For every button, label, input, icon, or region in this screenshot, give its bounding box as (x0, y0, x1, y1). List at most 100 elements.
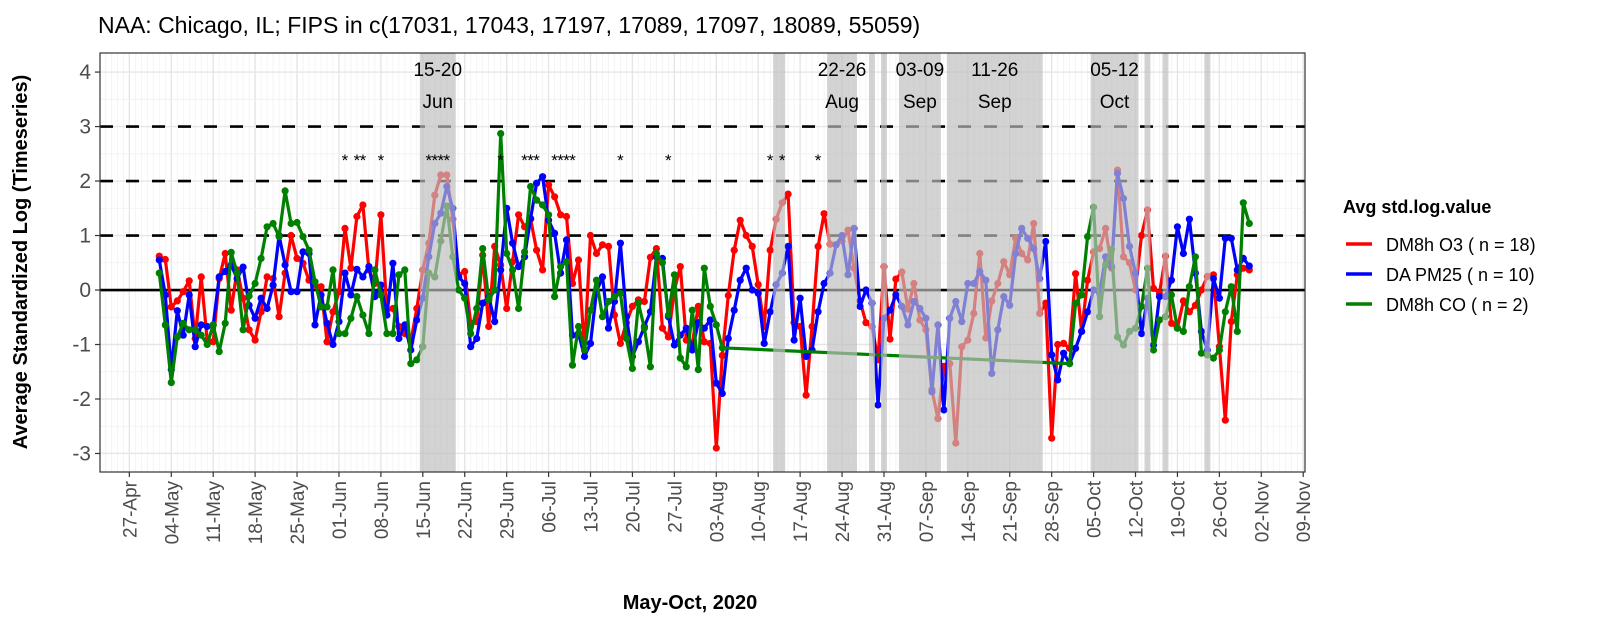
data-point (287, 231, 295, 240)
data-point (257, 308, 265, 316)
data-point (682, 363, 690, 371)
data-point (1078, 291, 1086, 299)
asterisk-annotations: * * * * * * * * * * * * * * * * * * * * * (342, 151, 822, 170)
data-point (730, 306, 738, 314)
data-point (341, 224, 349, 232)
data-point (766, 308, 774, 316)
data-point (604, 242, 613, 250)
x-tick-label: 17-Aug (791, 481, 812, 542)
data-point (557, 211, 565, 219)
x-axis-title: May-Oct, 2020 (623, 592, 758, 614)
data-point (886, 306, 894, 314)
data-point (389, 330, 397, 338)
data-point (1173, 324, 1181, 332)
data-point (1054, 376, 1062, 384)
data-point (1233, 327, 1241, 335)
data-point (377, 291, 385, 299)
data-point (455, 286, 463, 294)
data-point (245, 326, 253, 334)
data-point (341, 269, 349, 277)
data-point (694, 366, 702, 374)
data-point (616, 239, 625, 247)
data-point (269, 281, 277, 289)
asterisk-marker: * (569, 151, 576, 170)
data-point (1191, 253, 1199, 261)
y-tick-label: 0 (79, 279, 91, 302)
data-point (574, 256, 583, 264)
data-point (760, 339, 768, 347)
x-tick-label: 10-Aug (749, 481, 770, 542)
asterisk-marker: * (551, 151, 558, 170)
data-point (401, 321, 409, 329)
shaded-period (1204, 53, 1211, 472)
data-point (1227, 283, 1235, 291)
data-point (179, 319, 187, 327)
data-point (497, 266, 505, 274)
x-tick-label: 06-Jul (540, 481, 561, 533)
asterisk-marker: * (563, 151, 570, 170)
data-point (718, 351, 726, 359)
shaded-period-label-top: 15-20 (413, 60, 462, 81)
x-tick-label: 29-Jun (498, 481, 519, 539)
data-point (179, 331, 187, 339)
data-point (1227, 234, 1235, 242)
asterisk-marker: * (779, 151, 786, 170)
asterisk-marker: * (378, 151, 385, 170)
data-point (395, 334, 403, 343)
x-tick-label: 21-Sep (1001, 481, 1022, 542)
data-point (413, 316, 421, 324)
asterisk-marker: * (767, 151, 774, 170)
data-point (1137, 330, 1146, 338)
data-point (742, 231, 750, 240)
data-point (1155, 316, 1164, 324)
data-point (257, 254, 265, 262)
data-point (1221, 234, 1229, 242)
data-point (365, 330, 373, 338)
x-tick-label: 22-Jun (456, 481, 477, 539)
data-point (1048, 351, 1056, 359)
data-point (155, 256, 163, 264)
data-point (640, 324, 649, 332)
asterisk-marker: * (665, 151, 672, 170)
shaded-period (1144, 53, 1151, 472)
x-tick-label: 31-Aug (875, 481, 896, 542)
data-point (718, 389, 726, 398)
data-point (551, 229, 559, 237)
x-tick-label: 11-May (204, 481, 225, 543)
data-point (497, 130, 505, 138)
data-point (754, 289, 762, 297)
data-point (323, 303, 331, 311)
data-point (1179, 297, 1187, 305)
data-point (886, 335, 894, 343)
shaded-period-label-top: 11-26 (971, 60, 1018, 81)
data-point (347, 264, 355, 272)
y-tick-label: -1 (72, 334, 91, 357)
data-point (1137, 302, 1146, 310)
data-point (1245, 262, 1253, 270)
data-point (359, 311, 367, 319)
data-point (592, 276, 601, 284)
x-tick-label: 15-Jun (414, 481, 435, 539)
data-point (646, 253, 655, 261)
x-tick-label: 01-Jun (330, 481, 351, 539)
data-point (395, 271, 403, 279)
x-tick-label: 05-Oct (1085, 480, 1106, 538)
asterisk-marker: * (533, 151, 540, 170)
data-point (491, 318, 499, 326)
x-tick-label: 19-Oct (1168, 480, 1189, 538)
data-point (1179, 327, 1187, 335)
data-point (533, 196, 541, 204)
data-point (706, 316, 714, 324)
data-point (724, 291, 732, 300)
data-point (227, 306, 235, 314)
data-point (239, 326, 247, 334)
data-point (610, 293, 619, 301)
data-point (185, 326, 193, 334)
x-axis: 27-Apr 04-May 11-May 18-May 25-May 01-Jun 08-J… (120, 472, 1315, 544)
data-point (1209, 354, 1217, 362)
shaded-period (898, 53, 941, 472)
data-point (155, 269, 163, 277)
data-point (736, 276, 744, 284)
asterisk-marker: * (497, 151, 504, 170)
data-point (820, 210, 828, 218)
